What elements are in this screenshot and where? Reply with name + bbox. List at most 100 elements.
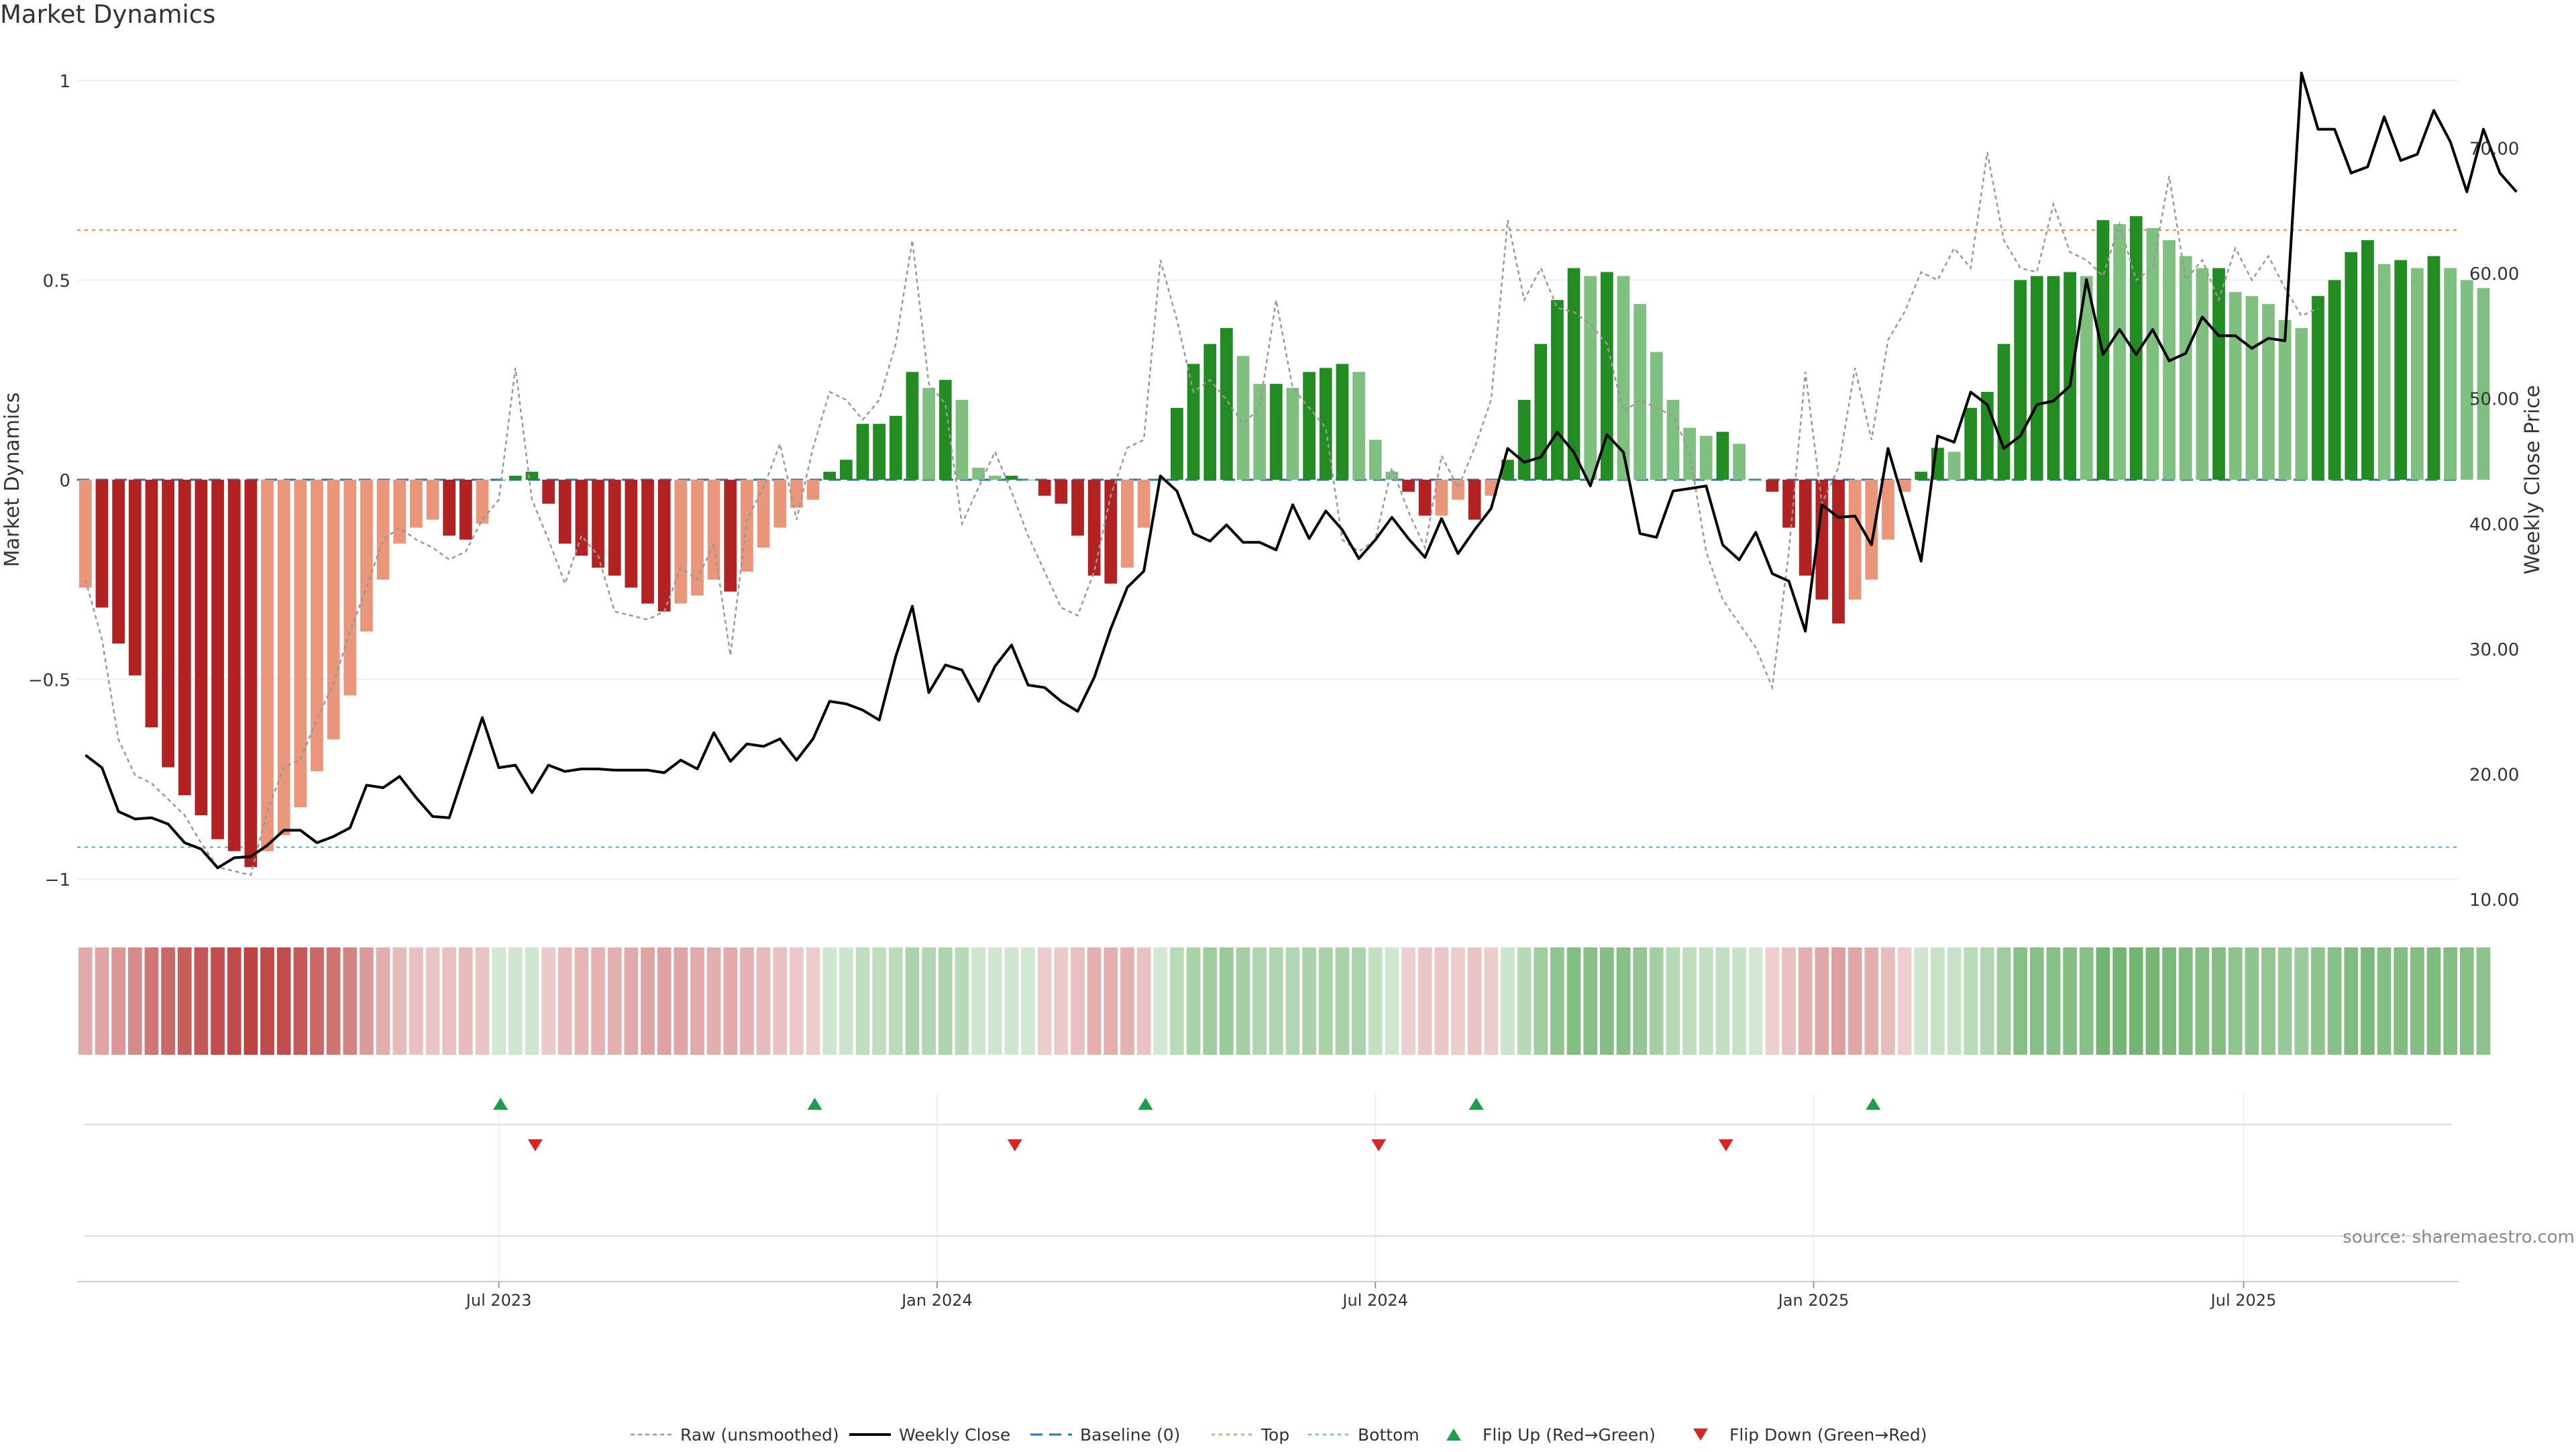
strip-cell (1352, 947, 1366, 1055)
histogram-bar (839, 460, 853, 480)
strip-cell (2294, 947, 2309, 1055)
histogram-bar (1368, 439, 1382, 480)
strip-cell (1153, 947, 1168, 1055)
histogram-bar (393, 480, 407, 544)
histogram-bar (525, 472, 539, 480)
strip-cell (2426, 947, 2441, 1055)
histogram-bar (1468, 480, 1481, 520)
strip-cell (1269, 947, 1283, 1055)
strip-cell (987, 947, 1002, 1055)
strip-cell (392, 947, 407, 1055)
strip-cell (343, 947, 358, 1055)
histogram-bar (1121, 480, 1134, 568)
strip-cell (409, 947, 423, 1055)
histogram-bar (806, 480, 820, 500)
histogram-bar (575, 480, 588, 556)
strip-cell (78, 947, 93, 1055)
histogram-bar (1517, 399, 1531, 480)
strip-cell (1881, 947, 1895, 1055)
strip-cell (2443, 947, 2458, 1055)
histogram-bar (2477, 288, 2490, 480)
histogram-bar (211, 480, 224, 839)
strip-cell (2162, 947, 2176, 1055)
histogram-bar (542, 480, 555, 504)
histogram-bar (1650, 352, 1663, 480)
strip-cell (1914, 947, 1929, 1055)
strip-cell (1600, 947, 1614, 1055)
histogram-bar (1815, 480, 1829, 600)
strip-cell (1186, 947, 1201, 1055)
histogram-bar (162, 480, 174, 768)
strip-cell (1931, 947, 1945, 1055)
strip-cell (2311, 947, 2325, 1055)
histogram-bar (2047, 276, 2060, 480)
histogram-bar (1087, 480, 1101, 576)
strip-cell (1847, 947, 1862, 1055)
strip-cell (525, 947, 539, 1055)
histogram-bar (2229, 292, 2242, 480)
strip-cell (1980, 947, 1994, 1055)
strip-cell (260, 947, 274, 1055)
strip-cell (839, 947, 853, 1055)
histogram-bar (1485, 480, 1498, 496)
strip-cell (1170, 947, 1184, 1055)
strip-cell (194, 947, 209, 1055)
histogram-bar (426, 480, 439, 520)
strip-cell (1666, 947, 1680, 1055)
strip-cell (1120, 947, 1134, 1055)
histogram-bar (1402, 480, 1415, 492)
raw-series-line (85, 152, 2319, 876)
strip-cell (2030, 947, 2044, 1055)
x-tick-label: Jul 2023 (465, 1291, 532, 1310)
strip-cell (1782, 947, 1796, 1055)
strip-cell (1501, 947, 1515, 1055)
y-tick-label: 1 (59, 72, 70, 92)
strip-cell (1996, 947, 2011, 1055)
strip-cell (127, 947, 142, 1055)
strip-cell (822, 947, 837, 1055)
histogram-bar (128, 480, 142, 676)
strip-cell (1021, 947, 1035, 1055)
histogram-bar (2113, 224, 2126, 480)
strip-cell (1467, 947, 1482, 1055)
strip-cell (1136, 947, 1151, 1055)
y2-tick-label: 10.00 (2469, 890, 2519, 911)
strip-cell (227, 947, 241, 1055)
histogram-bar (773, 480, 787, 528)
histogram-bar (1005, 476, 1018, 480)
strip-cell (1417, 947, 1432, 1055)
strip-cell (2046, 947, 2061, 1055)
weekly-close-line (85, 71, 2518, 870)
histogram-bar (508, 476, 522, 480)
legend-item: Raw (unsmoothed) (631, 1425, 839, 1445)
histogram-bar (443, 480, 456, 536)
strip-cell (1054, 947, 1069, 1055)
y-tick-label: 0.5 (43, 271, 70, 291)
histogram-bar (261, 480, 274, 851)
chart-title: Market Dynamics (0, 0, 216, 29)
histogram-bar (988, 476, 1002, 480)
legend-label: Flip Down (Green→Red) (1729, 1425, 1927, 1445)
histogram-bar (2411, 268, 2424, 480)
strip-cell (1385, 947, 1399, 1055)
flip-down-marker (1718, 1139, 1733, 1151)
histogram-bar (376, 480, 390, 580)
strip-cell (541, 947, 555, 1055)
y2-tick-label: 50.00 (2469, 390, 2519, 410)
histogram-bar (608, 480, 621, 576)
histogram-bar (1286, 388, 1299, 480)
histogram-bar (790, 480, 803, 508)
strip-cell (1302, 947, 1316, 1055)
strip-cell (1682, 947, 1697, 1055)
flip-up-marker (1138, 1098, 1153, 1110)
strip-cell (607, 947, 622, 1055)
strip-cell (1401, 947, 1415, 1055)
strip-cell (1699, 947, 1713, 1055)
strip-cell (475, 947, 490, 1055)
strip-cell (888, 947, 903, 1055)
strip-cell (492, 947, 506, 1055)
x-tick-label: Jan 2024 (900, 1291, 973, 1310)
histogram-bar (873, 423, 886, 480)
strip-cell (442, 947, 457, 1055)
